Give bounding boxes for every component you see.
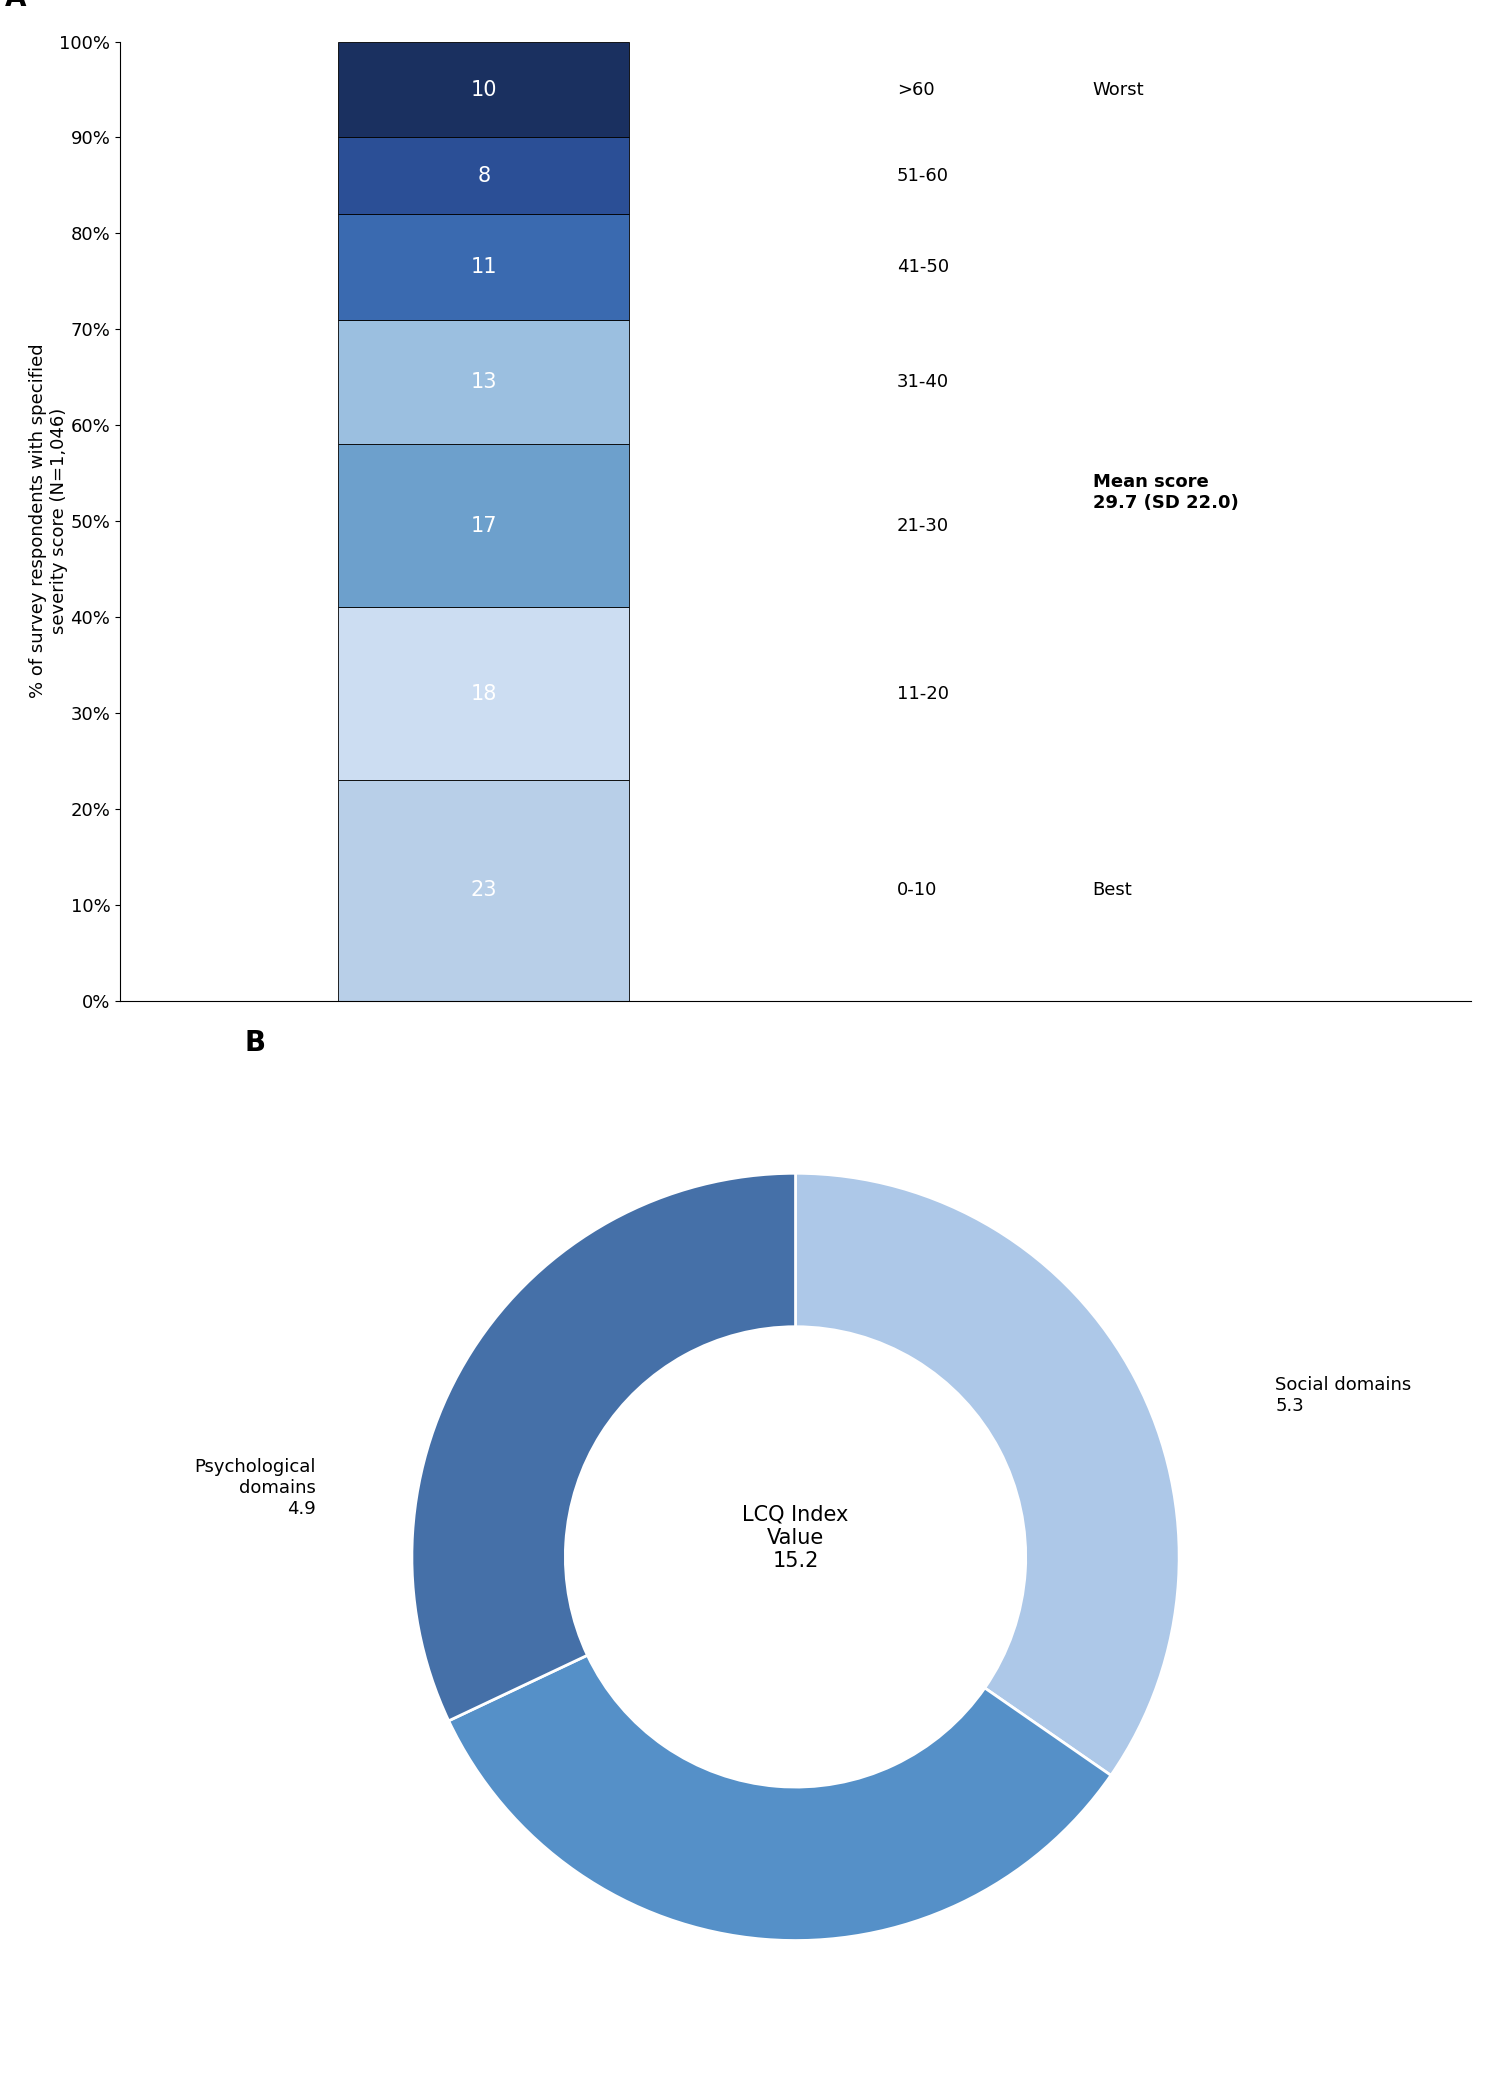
Text: B: B bbox=[245, 1029, 266, 1058]
Text: 13: 13 bbox=[470, 372, 497, 393]
Bar bbox=[338, 445, 629, 607]
Text: Worst: Worst bbox=[1093, 81, 1144, 98]
Text: 8: 8 bbox=[477, 166, 491, 185]
Text: 21-30: 21-30 bbox=[898, 517, 949, 534]
Text: 41-50: 41-50 bbox=[898, 258, 949, 276]
Text: 18: 18 bbox=[471, 684, 497, 704]
Y-axis label: % of survey respondents with specified
severity score (N=1,046): % of survey respondents with specified s… bbox=[29, 343, 68, 698]
Bar bbox=[338, 214, 629, 320]
Bar bbox=[338, 779, 629, 1002]
Text: 11-20: 11-20 bbox=[898, 686, 949, 702]
Wedge shape bbox=[796, 1174, 1180, 1775]
Text: 51-60: 51-60 bbox=[898, 166, 949, 185]
Text: Social domains
5.3: Social domains 5.3 bbox=[1274, 1376, 1411, 1415]
Text: Best: Best bbox=[1093, 881, 1132, 900]
Text: 23: 23 bbox=[470, 881, 497, 900]
Bar bbox=[338, 137, 629, 214]
Text: >60: >60 bbox=[898, 81, 935, 98]
Bar bbox=[338, 320, 629, 445]
Bar bbox=[338, 607, 629, 779]
Wedge shape bbox=[411, 1174, 796, 1721]
Text: 17: 17 bbox=[470, 515, 497, 536]
Wedge shape bbox=[449, 1656, 1111, 1941]
Text: Mean score
29.7 (SD 22.0): Mean score 29.7 (SD 22.0) bbox=[1093, 474, 1238, 511]
Text: 31-40: 31-40 bbox=[898, 374, 949, 391]
Text: 11: 11 bbox=[470, 258, 497, 276]
Bar bbox=[338, 42, 629, 137]
Text: 0-10: 0-10 bbox=[898, 881, 937, 900]
Text: LCQ Index
Value
15.2: LCQ Index Value 15.2 bbox=[743, 1504, 848, 1571]
Text: A: A bbox=[5, 0, 27, 12]
Text: Psychological
domains
4.9: Psychological domains 4.9 bbox=[195, 1459, 317, 1517]
Text: 10: 10 bbox=[470, 79, 497, 100]
